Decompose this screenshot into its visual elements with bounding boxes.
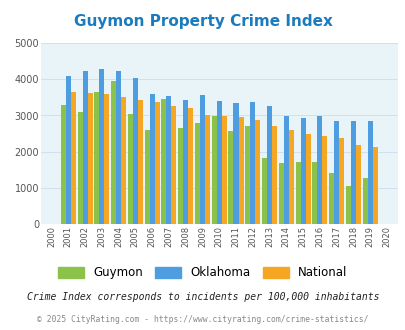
Bar bbox=[121, 97, 126, 224]
Bar bbox=[199, 95, 205, 224]
Bar bbox=[149, 94, 154, 224]
Bar bbox=[188, 108, 193, 224]
Bar bbox=[66, 76, 70, 224]
Bar bbox=[283, 116, 288, 224]
Bar bbox=[183, 100, 188, 224]
Bar bbox=[228, 131, 233, 224]
Bar bbox=[166, 96, 171, 224]
Bar bbox=[77, 112, 82, 224]
Bar bbox=[132, 78, 138, 224]
Bar bbox=[144, 130, 149, 224]
Bar bbox=[355, 145, 360, 224]
Bar bbox=[266, 106, 271, 224]
Bar bbox=[367, 121, 372, 224]
Bar bbox=[350, 121, 355, 224]
Bar bbox=[221, 116, 226, 224]
Bar bbox=[233, 103, 238, 224]
Bar bbox=[255, 120, 260, 224]
Bar bbox=[322, 136, 326, 224]
Text: © 2025 CityRating.com - https://www.cityrating.com/crime-statistics/: © 2025 CityRating.com - https://www.city… bbox=[37, 315, 368, 324]
Bar bbox=[94, 92, 99, 224]
Bar bbox=[70, 91, 76, 224]
Bar bbox=[278, 163, 283, 224]
Bar bbox=[338, 138, 343, 224]
Bar bbox=[317, 116, 322, 224]
Bar bbox=[271, 126, 277, 224]
Bar bbox=[305, 134, 310, 224]
Bar bbox=[161, 99, 166, 224]
Bar bbox=[362, 178, 367, 224]
Bar bbox=[111, 81, 116, 224]
Bar bbox=[154, 102, 159, 224]
Bar bbox=[87, 93, 92, 224]
Bar bbox=[295, 162, 300, 224]
Bar bbox=[194, 123, 199, 224]
Bar bbox=[372, 148, 377, 224]
Bar bbox=[82, 71, 87, 224]
Bar bbox=[178, 128, 183, 224]
Bar bbox=[99, 69, 104, 224]
Bar bbox=[138, 100, 143, 224]
Bar bbox=[116, 71, 121, 224]
Bar bbox=[211, 116, 216, 224]
Bar bbox=[245, 126, 249, 224]
Bar bbox=[300, 118, 305, 224]
Bar bbox=[261, 158, 266, 224]
Bar bbox=[238, 117, 243, 224]
Bar bbox=[311, 162, 317, 224]
Bar bbox=[171, 106, 176, 224]
Bar bbox=[128, 114, 132, 224]
Bar bbox=[205, 115, 209, 224]
Bar bbox=[288, 130, 293, 224]
Bar bbox=[328, 173, 333, 224]
Bar bbox=[249, 102, 255, 224]
Bar bbox=[345, 186, 350, 224]
Legend: Guymon, Oklahoma, National: Guymon, Oklahoma, National bbox=[53, 262, 352, 284]
Bar bbox=[61, 105, 66, 224]
Bar bbox=[216, 101, 221, 224]
Bar bbox=[333, 120, 338, 224]
Text: Guymon Property Crime Index: Guymon Property Crime Index bbox=[73, 14, 332, 29]
Text: Crime Index corresponds to incidents per 100,000 inhabitants: Crime Index corresponds to incidents per… bbox=[27, 292, 378, 302]
Bar bbox=[104, 94, 109, 224]
